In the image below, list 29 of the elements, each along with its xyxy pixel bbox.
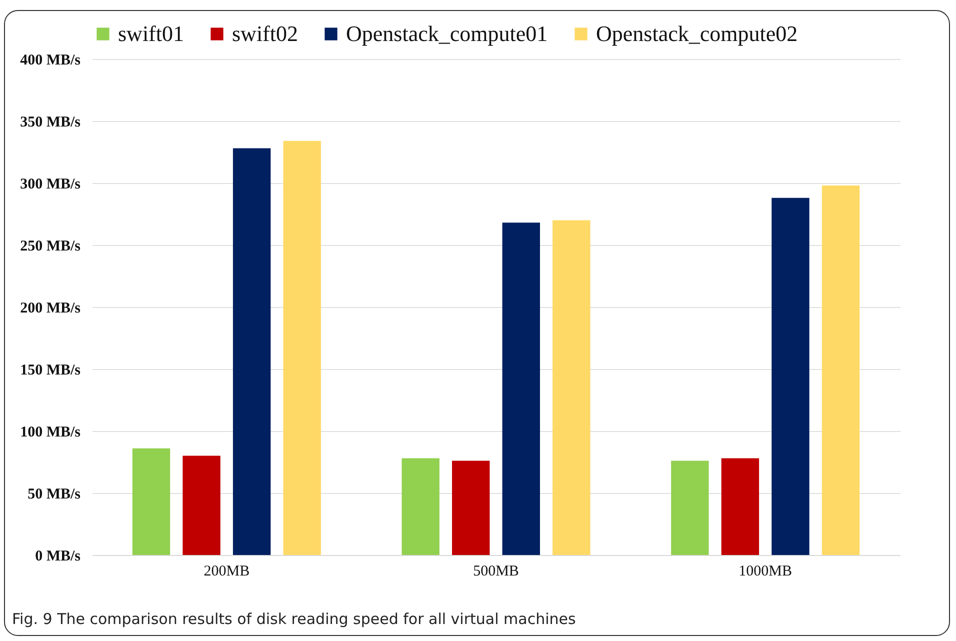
bar [721, 458, 760, 555]
bar [402, 458, 440, 555]
legend-label: Openstack_compute01 [346, 21, 548, 46]
y-tick-label: 250 MB/s [20, 238, 81, 254]
bar [283, 140, 321, 555]
bar [502, 222, 540, 555]
bar [232, 148, 271, 555]
bar [772, 198, 810, 555]
bar [671, 460, 709, 555]
bar [452, 460, 490, 555]
bar [132, 448, 170, 555]
x-tick-label: 1000MB [738, 564, 792, 580]
legend-label: Openstack_compute02 [596, 21, 798, 46]
y-tick-label: 300 MB/s [20, 176, 81, 192]
y-tick-label: 350 MB/s [20, 114, 81, 130]
bar [552, 220, 590, 555]
legend-label: swift01 [118, 21, 184, 46]
y-tick-label: 200 MB/s [20, 300, 81, 316]
x-tick-label: 200MB [204, 564, 250, 580]
y-tick-label: 50 MB/s [28, 486, 81, 502]
bar [822, 185, 860, 555]
y-tick-label: 400 MB/s [20, 52, 81, 68]
legend-label: swift02 [232, 21, 298, 46]
y-tick-label: 150 MB/s [20, 362, 81, 378]
y-tick-label: 0 MB/s [35, 548, 81, 564]
x-tick-label: 500MB [473, 564, 519, 580]
caption: Fig. 9 The comparison results of disk reading speed for all virtual machines [12, 610, 576, 628]
y-tick-label: 100 MB/s [20, 424, 81, 440]
bar [182, 456, 220, 555]
